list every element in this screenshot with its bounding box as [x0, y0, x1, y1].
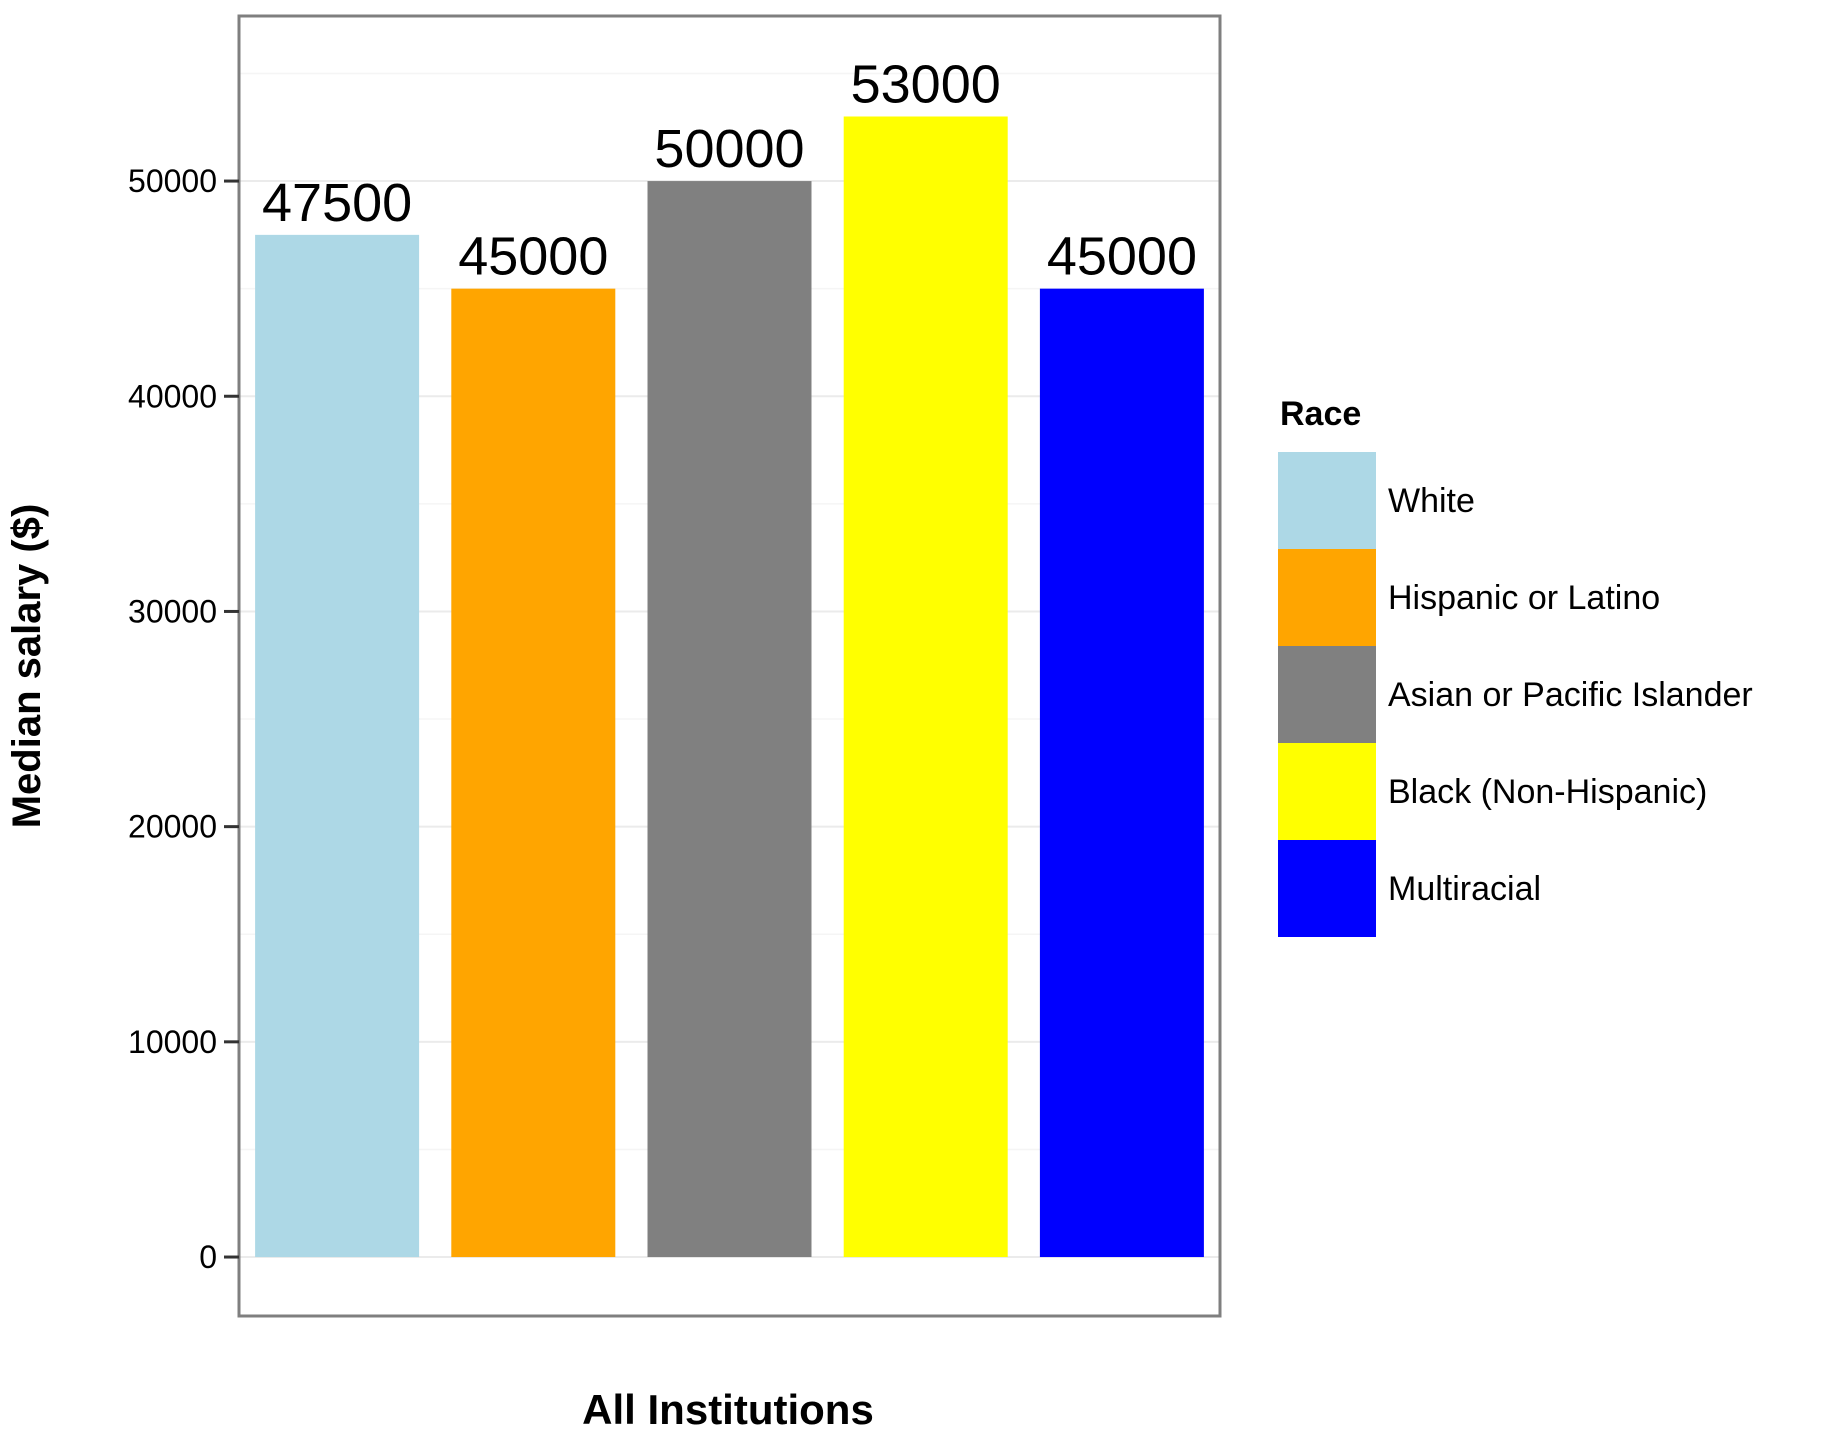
data-label: 53000 [851, 54, 1001, 114]
y-tick-label: 30000 [128, 593, 217, 629]
bar-white [255, 234, 420, 1258]
bar-multiracial [1039, 288, 1204, 1258]
y-axis: 0 10000 20000 30000 40000 50000 [128, 163, 239, 1275]
y-tick-label: 0 [199, 1239, 217, 1275]
data-label: 47500 [262, 173, 412, 233]
y-tick-label: 40000 [128, 378, 217, 414]
legend-label: Hispanic or Latino [1388, 579, 1660, 617]
bar-hispanic-or-latino [451, 288, 616, 1258]
bars: 47500 45000 50000 53000 45000 [255, 54, 1204, 1258]
legend-label: Black (Non-Hispanic) [1388, 773, 1707, 811]
legend-key [1278, 743, 1376, 840]
y-tick-label: 10000 [128, 1024, 217, 1060]
data-label: 50000 [654, 119, 804, 179]
x-axis-label: All Institutions [582, 1386, 874, 1433]
bar-black-non-hispanic- [843, 116, 1008, 1258]
y-tick-label: 20000 [128, 809, 217, 845]
data-label: 45000 [458, 227, 608, 287]
legend: Race White Hispanic or Latino Asian or Pac… [1278, 395, 1753, 937]
legend-label: White [1388, 482, 1475, 520]
data-label: 45000 [1047, 227, 1197, 287]
y-axis-label: Median salary ($) [5, 504, 49, 829]
legend-key [1278, 646, 1376, 743]
legend-key [1278, 452, 1376, 549]
legend-title: Race [1280, 395, 1361, 433]
legend-label: Multiracial [1388, 870, 1541, 908]
y-tick-label: 50000 [128, 163, 217, 199]
bar-asian-or-pacific-islander [647, 181, 812, 1258]
legend-label: Asian or Pacific Islander [1388, 676, 1753, 714]
legend-key [1278, 840, 1376, 937]
plot-panel-border [237, 14, 1222, 1318]
legend-key [1278, 549, 1376, 646]
